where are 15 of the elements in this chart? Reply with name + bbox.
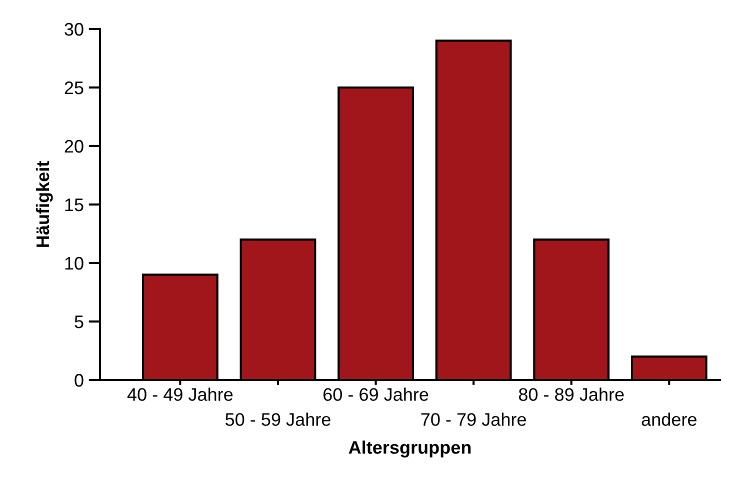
x-tick-label: 50 - 59 Jahre	[226, 412, 330, 426]
x-tick-label: 80 - 89 Jahre	[518, 388, 624, 401]
y-tick-label: 25	[64, 81, 84, 94]
x-axis-title: Altersgruppen	[348, 440, 471, 458]
y-tick-label: 30	[64, 22, 84, 36]
y-tick-label: 10	[65, 256, 84, 270]
x-tick-label: 70 - 79 Jahre	[421, 412, 526, 426]
y-tick-label: 0	[74, 374, 84, 387]
y-tick-label: 15	[65, 198, 84, 212]
x-tick-label: 60 - 69 Jahre	[324, 388, 428, 401]
y-tick-label: 5	[74, 316, 84, 328]
y-axis-title: Häufigkeit	[36, 161, 53, 247]
x-tick-label: 40 - 49 Jahre	[127, 388, 233, 401]
x-tick-label: andere	[642, 412, 696, 426]
y-tick-label: 20	[64, 140, 84, 153]
